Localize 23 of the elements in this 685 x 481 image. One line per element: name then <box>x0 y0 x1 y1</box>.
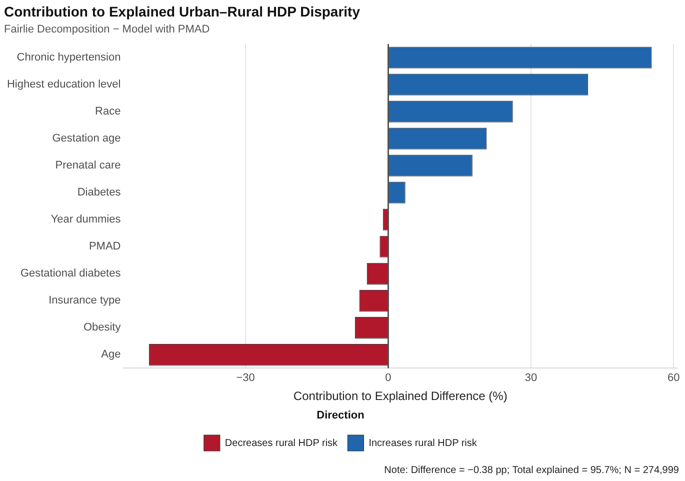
legend-title: Direction <box>316 409 365 422</box>
y-tick-label: Gestation age <box>52 132 121 145</box>
y-tick-label: Gestational diabetes <box>20 268 122 280</box>
x-axis-title: Contribution to Explained Difference (%) <box>293 388 508 403</box>
y-tick-label: PMAD <box>88 240 121 253</box>
x-tick-label: 30 <box>524 372 538 384</box>
chart-title: Contribution to Explained Urban–Rural HDP Disparity <box>4 3 360 20</box>
chart-subtitle: Fairlie Decomposition − Model with PMAD <box>4 23 210 36</box>
y-tick-label: Insurance type <box>48 294 121 307</box>
text: Note: Difference = −0.38 pp; Total explained = 95.7%; N = 274,999 <box>384 464 680 476</box>
y-tick-label: Year dummies <box>50 214 122 226</box>
y-tick-label: Highest education level <box>6 78 121 91</box>
y-tick-label: Obesity <box>83 322 122 334</box>
y-tick-label: Age <box>101 348 121 361</box>
x-tick-label: 60 <box>668 372 680 384</box>
y-tick-label: Chronic hypertension <box>16 52 121 64</box>
legend-label: Decreases rural HDP risk <box>224 438 339 449</box>
x-tick-label: 0 <box>385 372 392 384</box>
legend-label: Increases rural HDP risk <box>368 438 478 449</box>
y-tick-label: Prenatal care <box>55 160 121 172</box>
y-tick-label: Diabetes <box>77 186 122 199</box>
y-tick-label: Race <box>95 106 121 118</box>
x-tick-label: −30 <box>236 372 255 384</box>
